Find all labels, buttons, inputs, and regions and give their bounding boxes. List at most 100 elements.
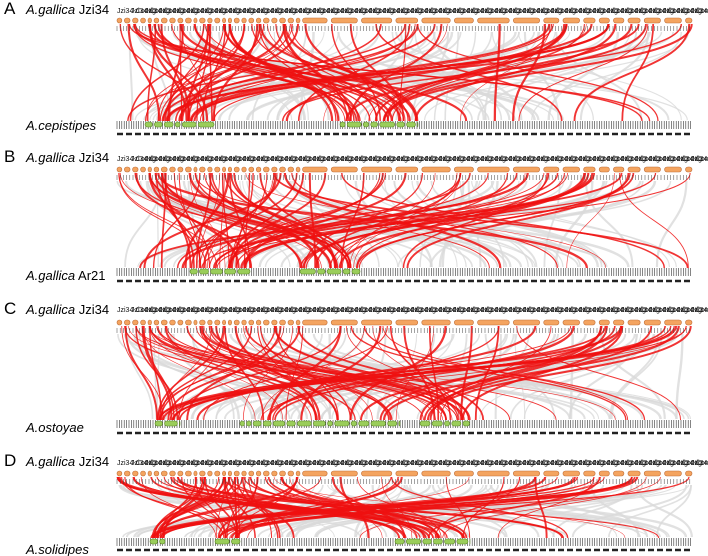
syntenic-link xyxy=(169,325,572,421)
top-contig xyxy=(207,166,213,173)
top-contig xyxy=(222,166,227,173)
bottom-contig xyxy=(197,121,215,128)
top-contig xyxy=(421,166,451,173)
syntenic-link xyxy=(291,172,558,269)
top-contig xyxy=(222,470,227,477)
top-contig-label: Jzi34-Contig xyxy=(523,460,562,467)
syntenic-link xyxy=(273,172,689,269)
top-contig xyxy=(169,166,176,173)
top-contig-label: Jzi34-Contig xyxy=(439,460,478,467)
top-contig xyxy=(598,319,610,326)
bottom-contig xyxy=(419,420,431,427)
top-contig xyxy=(147,166,152,173)
top-contig-label: Jzi34-Contig xyxy=(691,8,708,15)
top-contig-label: Jzi34-Contig xyxy=(677,8,708,15)
top-contig-label: Jzi34-Contig xyxy=(145,460,184,467)
syntenic-link xyxy=(160,325,276,421)
syntenic-link xyxy=(143,172,282,269)
bottom-genome-label: A.ostoyae xyxy=(25,420,84,435)
top-contig xyxy=(302,470,328,477)
top-contig xyxy=(287,166,294,173)
syntenic-link xyxy=(186,23,210,122)
top-contig-label: Jzi34-Contig xyxy=(621,307,660,314)
syntenic-link xyxy=(189,172,226,269)
top-contig xyxy=(193,319,198,326)
syntenic-link xyxy=(150,476,547,539)
top-contig xyxy=(207,17,213,24)
syntenic-link xyxy=(209,172,386,269)
top-contig-label: Jzi34-Contig xyxy=(677,156,708,163)
top-contig xyxy=(664,470,682,477)
top-contig-label: Jzi34-Contig xyxy=(453,8,492,15)
panel-letter: C xyxy=(4,299,16,318)
top-contig-label: Jzi34-Contig xyxy=(117,8,156,15)
background-link xyxy=(490,180,670,268)
syntenic-link xyxy=(228,172,462,269)
bottom-genome-label: A.cepistipes xyxy=(25,118,97,133)
top-contig xyxy=(233,17,240,24)
syntenic-link xyxy=(573,23,691,122)
top-contig-label: Jzi34-Contig xyxy=(355,8,394,15)
background-link xyxy=(397,484,661,538)
top-contig-label: Jzi34-Contig xyxy=(187,8,226,15)
top-contig-label: Jzi34-Contig xyxy=(285,460,324,467)
bottom-contig xyxy=(351,268,361,275)
top-contig xyxy=(255,17,262,24)
background-link xyxy=(675,333,684,420)
top-contig-label: Jzi34-Contig xyxy=(173,460,212,467)
top-contig-track xyxy=(116,17,693,31)
top-contig-label: Jzi34-Contig xyxy=(649,8,688,15)
syntenic-link xyxy=(143,325,175,421)
top-contig xyxy=(147,470,152,477)
top-contig-label: Jzi34-Contig xyxy=(271,460,310,467)
top-contig-label: Jzi34-Contig xyxy=(593,307,632,314)
top-contig-label: Jzi34-Contig xyxy=(383,307,422,314)
top-contig-label: Jzi34-Contig xyxy=(425,8,464,15)
background-link xyxy=(459,180,505,268)
top-contig xyxy=(140,470,146,477)
top-contig xyxy=(627,17,641,24)
syntenic-link xyxy=(391,23,585,122)
top-contig-labels: Jzi34-ContigJzi34-ContigJzi34-ContigJzi3… xyxy=(117,8,708,15)
top-contig xyxy=(477,470,510,477)
background-link xyxy=(198,31,305,121)
background-link xyxy=(184,484,690,538)
top-contig xyxy=(169,17,176,24)
top-contig xyxy=(124,319,131,326)
background-link xyxy=(584,180,634,268)
top-contig-label: Jzi34-Contig xyxy=(327,460,366,467)
top-contig-label: Jzi34-Contig xyxy=(481,156,520,163)
top-contig-label: Jzi34-Contig xyxy=(467,460,506,467)
top-genome-label: A.gallica Jzi34 xyxy=(25,302,109,317)
top-contig-label: Jzi34-Contig xyxy=(425,307,464,314)
top-contig-label: Jzi34-Contig xyxy=(677,307,708,314)
syntenic-link xyxy=(345,325,464,421)
syntenic-link xyxy=(302,172,590,269)
top-contig xyxy=(302,319,328,326)
top-contig xyxy=(207,319,213,326)
top-contig xyxy=(627,166,641,173)
top-contig xyxy=(116,319,123,326)
syntenic-link xyxy=(349,23,443,122)
top-contig xyxy=(227,17,232,24)
top-contig xyxy=(116,470,123,477)
syntenic-link xyxy=(127,23,406,122)
top-contig xyxy=(287,319,294,326)
top-contig xyxy=(543,319,560,326)
panel-letter: A xyxy=(4,0,16,18)
top-contig-label: Jzi34-Contig xyxy=(397,307,436,314)
top-contig-label: Jzi34-Contig xyxy=(579,156,618,163)
top-contig xyxy=(664,17,682,24)
syntenic-link xyxy=(208,325,392,421)
background-link xyxy=(610,333,663,420)
syntenic-link xyxy=(156,476,299,539)
top-contig xyxy=(271,17,278,24)
bottom-contig xyxy=(210,268,223,275)
top-contig-label: Jzi34-Contig xyxy=(397,156,436,163)
top-contig xyxy=(193,470,198,477)
bottom-contig xyxy=(246,420,252,427)
syntenic-link xyxy=(178,325,225,421)
top-contig-label: Jzi34-Contig xyxy=(607,156,646,163)
syntenic-link xyxy=(427,476,601,539)
syntenic-link xyxy=(116,476,441,539)
